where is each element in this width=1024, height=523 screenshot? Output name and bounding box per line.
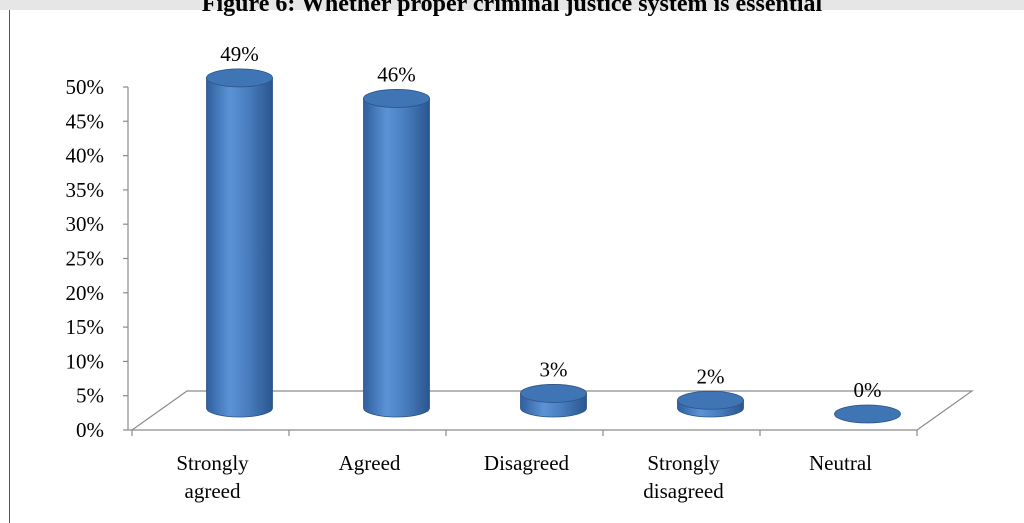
bar [206,68,273,418]
bars [206,68,901,424]
category-label: Strongly agreed [176,451,249,503]
y-tick-label: 15% [66,315,105,339]
bar-top [520,384,587,403]
category-label: Agreed [339,451,401,475]
y-axis: 0% 5% 10% 15% 20% 25% 30% 35% 40% 45% 50% [66,75,918,442]
chart-frame [9,10,1024,523]
y-tick-label: 0% [76,418,104,442]
y-tick-label: 5% [76,384,104,408]
bar [677,390,744,418]
labels: 49% 46% 3% 2% 0% Strongly agreed Agreed Disagree… [176,42,881,503]
category-label: Strongly disagreed [643,451,724,503]
chart-floor [130,390,974,431]
y-tick-label: 20% [66,281,105,305]
bar-top [677,390,744,410]
bar-body [206,77,273,418]
bar [520,384,587,418]
bar-top [363,89,430,108]
chart-floor-plane [130,390,974,431]
category-label: Disagreed [484,451,570,475]
data-label: 2% [697,364,725,388]
bar-body [363,98,430,418]
data-label: 0% [854,378,882,402]
data-label: 46% [377,62,416,86]
y-tick-label: 50% [66,75,105,99]
y-tick-label: 25% [66,247,105,271]
chart-title: Figure 6: Whether proper criminal justic… [201,0,823,17]
category-label: Neutral [809,451,872,475]
data-label: 3% [540,357,568,381]
y-tick-label: 10% [66,349,105,373]
bar [834,404,901,424]
y-tick-label: 30% [66,212,105,236]
data-label: 49% [220,42,259,66]
y-tick-label: 40% [66,144,105,168]
y-tick-label: 45% [66,109,105,133]
bar-top [206,68,273,88]
bar [363,89,430,418]
y-tick-label: 35% [66,178,105,202]
bar-top [834,404,901,424]
top-band [0,0,1024,10]
